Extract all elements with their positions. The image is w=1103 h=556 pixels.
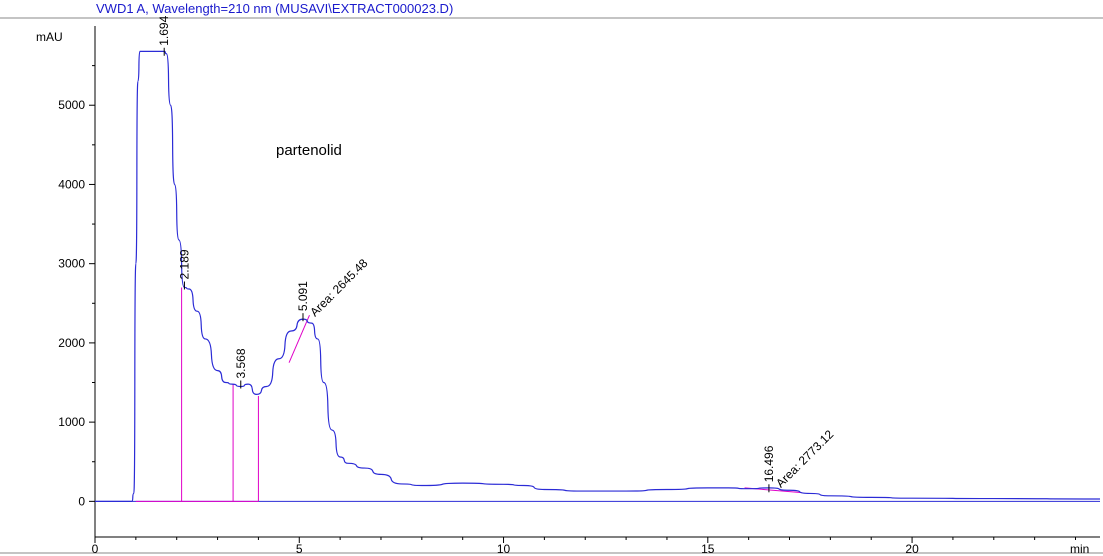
y-tick-label: 4000: [58, 177, 85, 191]
x-tick-label: 5: [296, 542, 303, 556]
x-axis-label: min: [1070, 542, 1089, 556]
peak-retention-label: 5.091: [296, 281, 310, 311]
peak-area-label: Area: 2645.48: [307, 256, 370, 319]
chart-title: VWD1 A, Wavelength=210 nm (MUSAVI\EXTRAC…: [96, 1, 454, 16]
peak-retention-label: 3.568: [234, 348, 248, 378]
peak-retention-label: 16.496: [762, 445, 776, 482]
y-tick-label: 2000: [58, 336, 85, 350]
compound-annotation: partenolid: [276, 142, 342, 159]
y-axis-label: mAU: [36, 30, 63, 44]
x-tick-label: 0: [92, 542, 99, 556]
y-tick-label: 0: [78, 494, 85, 508]
y-tick-label: 5000: [58, 98, 85, 112]
y-tick-label: 3000: [58, 257, 85, 271]
trace-series-line: [95, 50, 1101, 502]
x-tick-label: 20: [905, 542, 919, 556]
peak-retention-label: 1.694: [157, 15, 171, 45]
x-tick-label: 15: [701, 542, 715, 556]
peak-area-label: Area: 2773.12: [773, 427, 836, 490]
peak-retention-label: 2.189: [177, 249, 191, 279]
x-tick-label: 10: [497, 542, 511, 556]
peak-fit-line: [288, 314, 310, 363]
y-tick-label: 1000: [58, 415, 85, 429]
